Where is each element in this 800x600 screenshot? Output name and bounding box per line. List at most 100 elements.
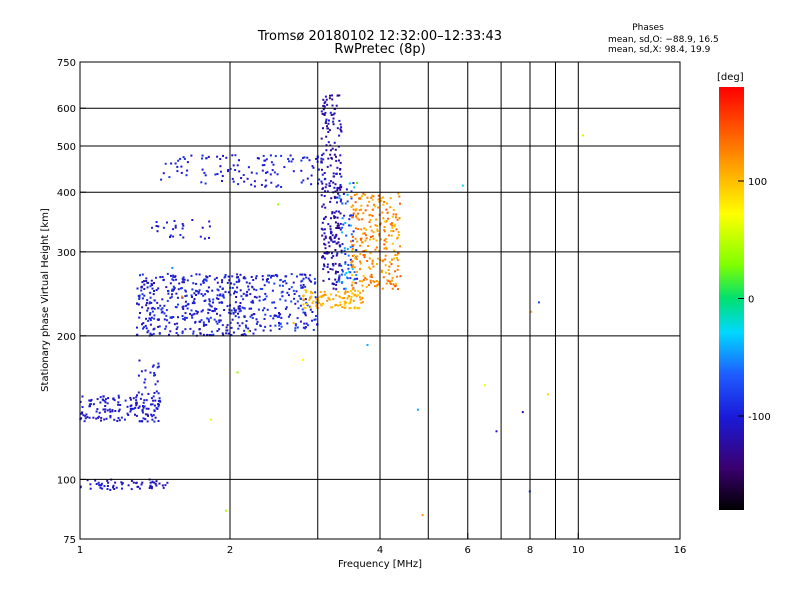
data-point	[176, 322, 179, 325]
data-point	[242, 298, 245, 301]
data-point	[154, 482, 157, 485]
data-point	[235, 291, 238, 294]
data-point	[198, 328, 201, 330]
data-point	[184, 304, 187, 307]
data-point	[361, 301, 364, 304]
data-point	[351, 216, 354, 219]
data-point	[323, 257, 326, 260]
data-point	[381, 211, 384, 214]
data-point	[361, 280, 363, 283]
data-point	[136, 287, 139, 290]
data-point	[365, 234, 367, 237]
data-point	[177, 303, 179, 306]
data-point	[166, 299, 169, 302]
data-point	[243, 180, 246, 183]
data-point	[176, 165, 179, 168]
data-point	[280, 291, 283, 294]
data-point	[389, 206, 392, 209]
data-point	[149, 319, 152, 322]
data-point	[172, 285, 175, 288]
data-point	[272, 317, 275, 320]
data-point	[214, 173, 217, 176]
data-point	[371, 235, 374, 238]
data-point	[273, 282, 276, 285]
data-point	[219, 314, 222, 317]
data-point	[218, 319, 221, 322]
data-point	[146, 299, 149, 302]
data-point	[265, 158, 268, 161]
data-point	[332, 113, 335, 116]
data-point	[329, 184, 331, 187]
data-point	[390, 230, 393, 233]
data-point	[174, 162, 177, 165]
data-point	[104, 410, 107, 413]
data-point	[249, 315, 252, 318]
data-point	[338, 278, 341, 281]
data-point	[106, 402, 109, 405]
data-point	[150, 397, 153, 400]
data-point	[163, 304, 166, 307]
data-point	[363, 227, 366, 230]
data-point	[190, 309, 193, 312]
stats-heading: Phases	[632, 23, 664, 33]
data-point	[138, 298, 141, 300]
data-point	[305, 301, 308, 304]
data-point	[398, 195, 401, 198]
data-point	[86, 479, 89, 482]
data-point	[396, 253, 399, 256]
data-point	[95, 483, 98, 485]
data-point	[304, 307, 307, 310]
stats-line-o: mean, sd,O: −88.9, 16.5	[608, 35, 719, 45]
data-point	[278, 328, 281, 330]
data-point	[320, 160, 323, 163]
data-point	[201, 309, 204, 312]
data-point	[391, 279, 393, 282]
data-point	[243, 276, 246, 279]
data-point	[344, 261, 347, 264]
data-point	[269, 329, 272, 332]
data-point	[207, 290, 209, 293]
data-point	[356, 270, 358, 273]
data-point	[141, 393, 144, 396]
data-point	[155, 484, 158, 487]
data-point	[312, 328, 315, 331]
data-point	[233, 283, 236, 286]
data-point	[328, 298, 331, 301]
data-point	[166, 319, 168, 322]
data-point	[327, 157, 330, 160]
data-point	[338, 119, 341, 122]
data-point	[165, 309, 168, 312]
data-point	[198, 273, 201, 276]
data-point	[274, 307, 277, 309]
data-point	[334, 249, 337, 251]
data-point	[184, 300, 187, 303]
data-point	[113, 488, 116, 490]
data-point	[260, 183, 263, 186]
data-point	[141, 306, 144, 309]
data-point	[302, 295, 305, 297]
data-point	[323, 293, 326, 296]
colorbar-label: [deg]	[717, 72, 744, 83]
data-point	[104, 401, 107, 404]
data-point	[253, 180, 256, 183]
data-point	[369, 267, 372, 270]
data-point	[218, 294, 221, 297]
data-point	[323, 195, 326, 197]
data-point	[356, 277, 359, 280]
data-point	[332, 120, 335, 123]
data-point	[353, 266, 356, 269]
data-point	[255, 275, 258, 278]
data-point	[185, 294, 188, 297]
data-point	[102, 395, 105, 398]
data-point	[336, 252, 339, 255]
data-point	[340, 175, 343, 178]
data-point	[299, 273, 302, 276]
grid-lines	[80, 62, 680, 539]
data-point	[185, 316, 188, 319]
data-point	[314, 291, 317, 294]
data-point	[359, 298, 362, 301]
data-point	[230, 326, 233, 329]
data-point	[218, 320, 221, 323]
data-point	[355, 208, 358, 211]
data-point	[353, 271, 356, 274]
